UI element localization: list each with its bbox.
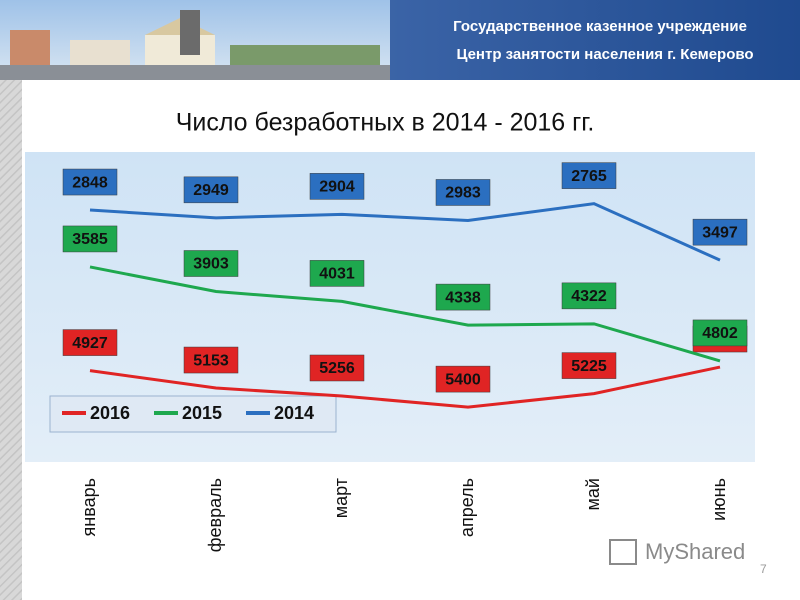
- header-photo: [0, 0, 390, 80]
- value-label: 4031: [319, 266, 355, 283]
- watermark: MyShared: [645, 539, 745, 564]
- value-label-box: [435, 283, 491, 311]
- side-bar: [0, 80, 22, 600]
- value-label-box: [309, 173, 365, 200]
- value-label-box: [435, 179, 491, 206]
- series-line: [89, 265, 721, 363]
- x-tick-label: январь: [79, 478, 99, 536]
- watermark-icon: [609, 539, 637, 565]
- slide-number: 7: [760, 562, 767, 576]
- chart-title: Число безработных в 2014 - 2016 гг.: [176, 109, 595, 137]
- value-label-box: [561, 352, 617, 379]
- x-tick-label: май: [583, 478, 603, 510]
- value-label-box: [183, 346, 239, 374]
- header-line: Государственное казенное учреждение: [453, 18, 747, 35]
- value-label: 4802: [702, 325, 738, 342]
- value-label: 5400: [445, 371, 481, 388]
- value-label-box: [435, 365, 491, 393]
- x-tick-label: апрель: [457, 478, 477, 537]
- value-label: 3497: [702, 224, 738, 241]
- x-tick-label: февраль: [205, 478, 225, 552]
- value-label: 3903: [193, 256, 229, 273]
- header-line: Центр занятости населения г. Кемерово: [456, 46, 753, 63]
- value-label: 4927: [72, 335, 108, 352]
- value-label-box: [62, 329, 118, 356]
- value-label: 2848: [72, 174, 108, 191]
- value-label: 2949: [193, 182, 229, 199]
- x-tick-label: июнь: [709, 478, 729, 521]
- value-label: 3585: [72, 231, 108, 248]
- value-label-box: [183, 176, 239, 204]
- value-label: 4338: [445, 289, 481, 306]
- value-label-box: [309, 260, 365, 287]
- value-label-box: [692, 319, 748, 347]
- value-label-box: [309, 354, 365, 382]
- x-tick-label: март: [331, 478, 351, 518]
- value-label: 2983: [445, 185, 481, 202]
- value-label: 5256: [319, 360, 355, 377]
- legend: [49, 395, 337, 433]
- value-label: 2904: [319, 179, 355, 196]
- value-label-box: [62, 225, 118, 253]
- value-label-box: [561, 162, 617, 189]
- series-line: [89, 202, 721, 262]
- series-line: [89, 365, 721, 409]
- value-label-box: [692, 218, 748, 246]
- value-label: 5225: [571, 358, 607, 375]
- value-label-box: [183, 250, 239, 277]
- value-label: 2765: [571, 168, 607, 185]
- legend-label: 2016: [90, 403, 130, 423]
- value-label-box: [62, 168, 118, 196]
- legend-label: 2014: [274, 403, 314, 423]
- value-label: 5153: [193, 352, 229, 369]
- value-label-box: [561, 282, 617, 310]
- legend-label: 2015: [182, 403, 222, 423]
- value-label: 4322: [571, 288, 607, 305]
